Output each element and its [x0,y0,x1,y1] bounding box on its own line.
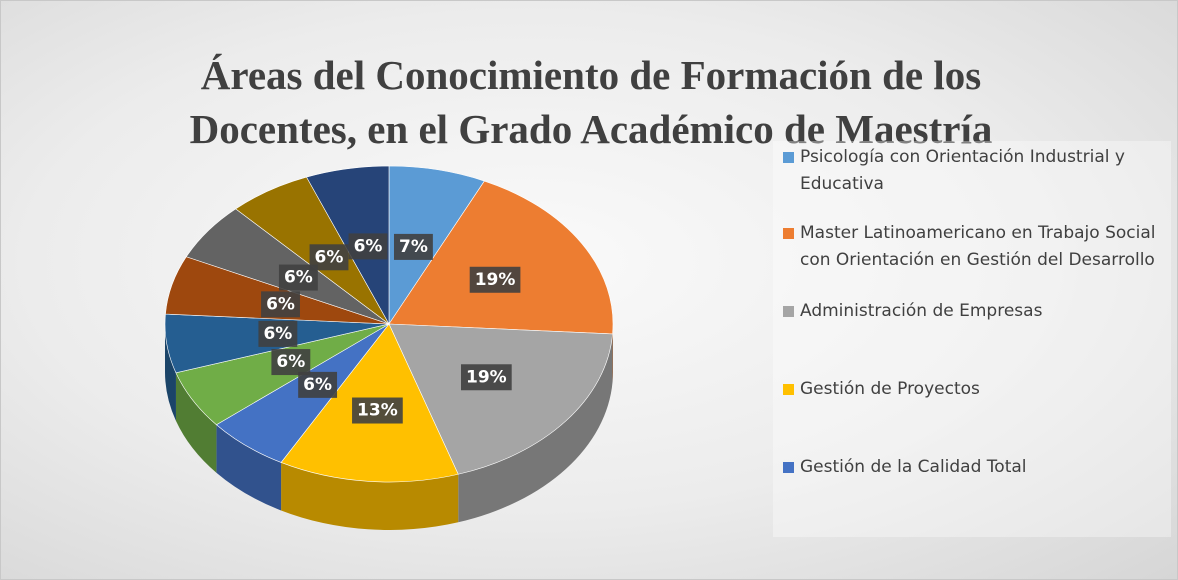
value-label-bg [352,397,403,424]
chart-title: Áreas del Conocimiento de Formación de l… [201,52,981,98]
slice-side [216,424,282,511]
legend-swatch [783,228,794,239]
pie-slice [388,180,614,335]
value-label: 6% [276,352,305,372]
value-label-bg [298,371,338,398]
value-label: 13% [357,401,398,421]
slice-side [458,333,613,523]
legend-label: Psicología con Orientación Industrial y … [800,147,1125,194]
value-label: 7% [399,237,428,257]
pie-tops [164,165,614,483]
legend-label: Master Latinoamericano en Trabajo Social… [800,223,1156,270]
slice-side [165,324,176,421]
value-label: 6% [263,324,292,344]
legend: Psicología con Orientación Industrial y … [773,141,1171,537]
value-label: 6% [315,247,344,267]
legend-swatch [783,152,794,163]
pie-sides [165,324,613,530]
value-label: 19% [466,367,507,387]
legend-label: Administración de Empresas [800,301,1043,321]
value-label-bg [309,244,349,271]
value-label: 19% [475,270,516,290]
chart-title: Docentes, en el Grado Académico de Maest… [190,106,993,152]
legend-swatch [783,384,794,395]
value-label: 6% [266,294,295,314]
pie-slice [388,323,613,475]
value-label-bg [258,320,298,347]
value-label-bg [271,349,311,376]
legend-swatch [783,462,794,473]
slice-side [175,372,217,473]
value-label-bg [261,291,300,318]
value-label: 6% [284,268,313,288]
slice-side [281,462,459,530]
legend-swatch [783,306,794,317]
value-label: 6% [303,375,332,395]
legend-label: Gestión de Proyectos [800,379,980,399]
value-label: 6% [354,236,383,256]
value-labels: 7%19%19%13%6%6%6%6%6%6%6% [258,233,521,424]
value-label-bg [469,266,521,293]
value-label-bg [348,233,388,260]
legend-label: Gestión de la Calidad Total [800,457,1027,477]
value-label-bg [393,233,433,260]
value-label-bg [460,364,512,391]
